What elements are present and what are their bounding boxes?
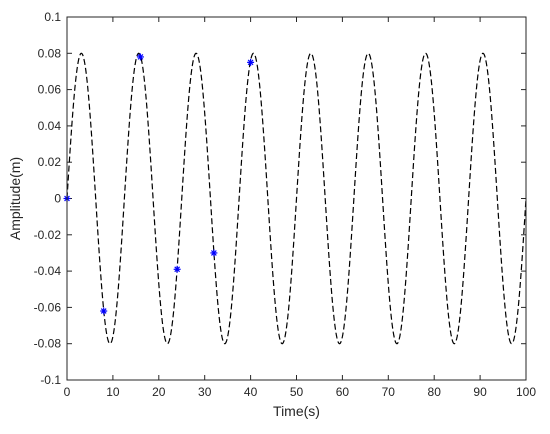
plot-frame: [66, 16, 527, 381]
markers-layer: [63, 53, 255, 315]
x-tick-label: 80: [428, 385, 442, 399]
y-tick-labels: -0.1 -0.08 -0.06 -0.04 -0.02 0 0.02 0.04 0.06 0.0…: [34, 10, 62, 387]
y-tick-label: 0.02: [38, 155, 62, 169]
x-tick-label: 60: [336, 385, 350, 399]
data-point-marker: [210, 249, 218, 257]
x-tick-label: 0: [64, 385, 71, 399]
data-point-marker: [247, 58, 255, 66]
y-tick-label: -0.1: [40, 373, 61, 387]
x-tick-label: 10: [106, 385, 120, 399]
y-tick-label: -0.06: [34, 300, 62, 314]
x-tick-label: 50: [290, 385, 304, 399]
y-tick-label: -0.02: [34, 228, 62, 242]
x-tick-label: 30: [198, 385, 212, 399]
x-tick-label: 40: [244, 385, 258, 399]
y-tick-label: -0.08: [34, 337, 62, 351]
y-tick-label: 0.08: [38, 46, 62, 60]
data-point-marker: [100, 307, 108, 315]
x-axis-label: Time(s): [273, 403, 320, 419]
x-tick-label: 100: [516, 385, 536, 399]
data-point-marker: [136, 53, 144, 61]
y-tick-label: 0.04: [38, 119, 62, 133]
y-tick-label: 0.1: [44, 10, 61, 24]
y-tick-label: -0.04: [34, 264, 62, 278]
x-tick-label: 90: [473, 385, 487, 399]
x-tick-labels: 0 10 20 30 40 50 60 70 80 90 100: [64, 385, 537, 399]
curve-layer: [66, 52, 527, 345]
y-tick-label: 0: [54, 192, 61, 206]
x-tick-label: 20: [152, 385, 166, 399]
y-tick-label: 0.06: [38, 83, 62, 97]
x-tick-label: 70: [382, 385, 396, 399]
y-axis-label: Amplitude(m): [7, 157, 23, 240]
series-line-dashed: [66, 52, 527, 345]
data-point-marker: [173, 265, 181, 273]
